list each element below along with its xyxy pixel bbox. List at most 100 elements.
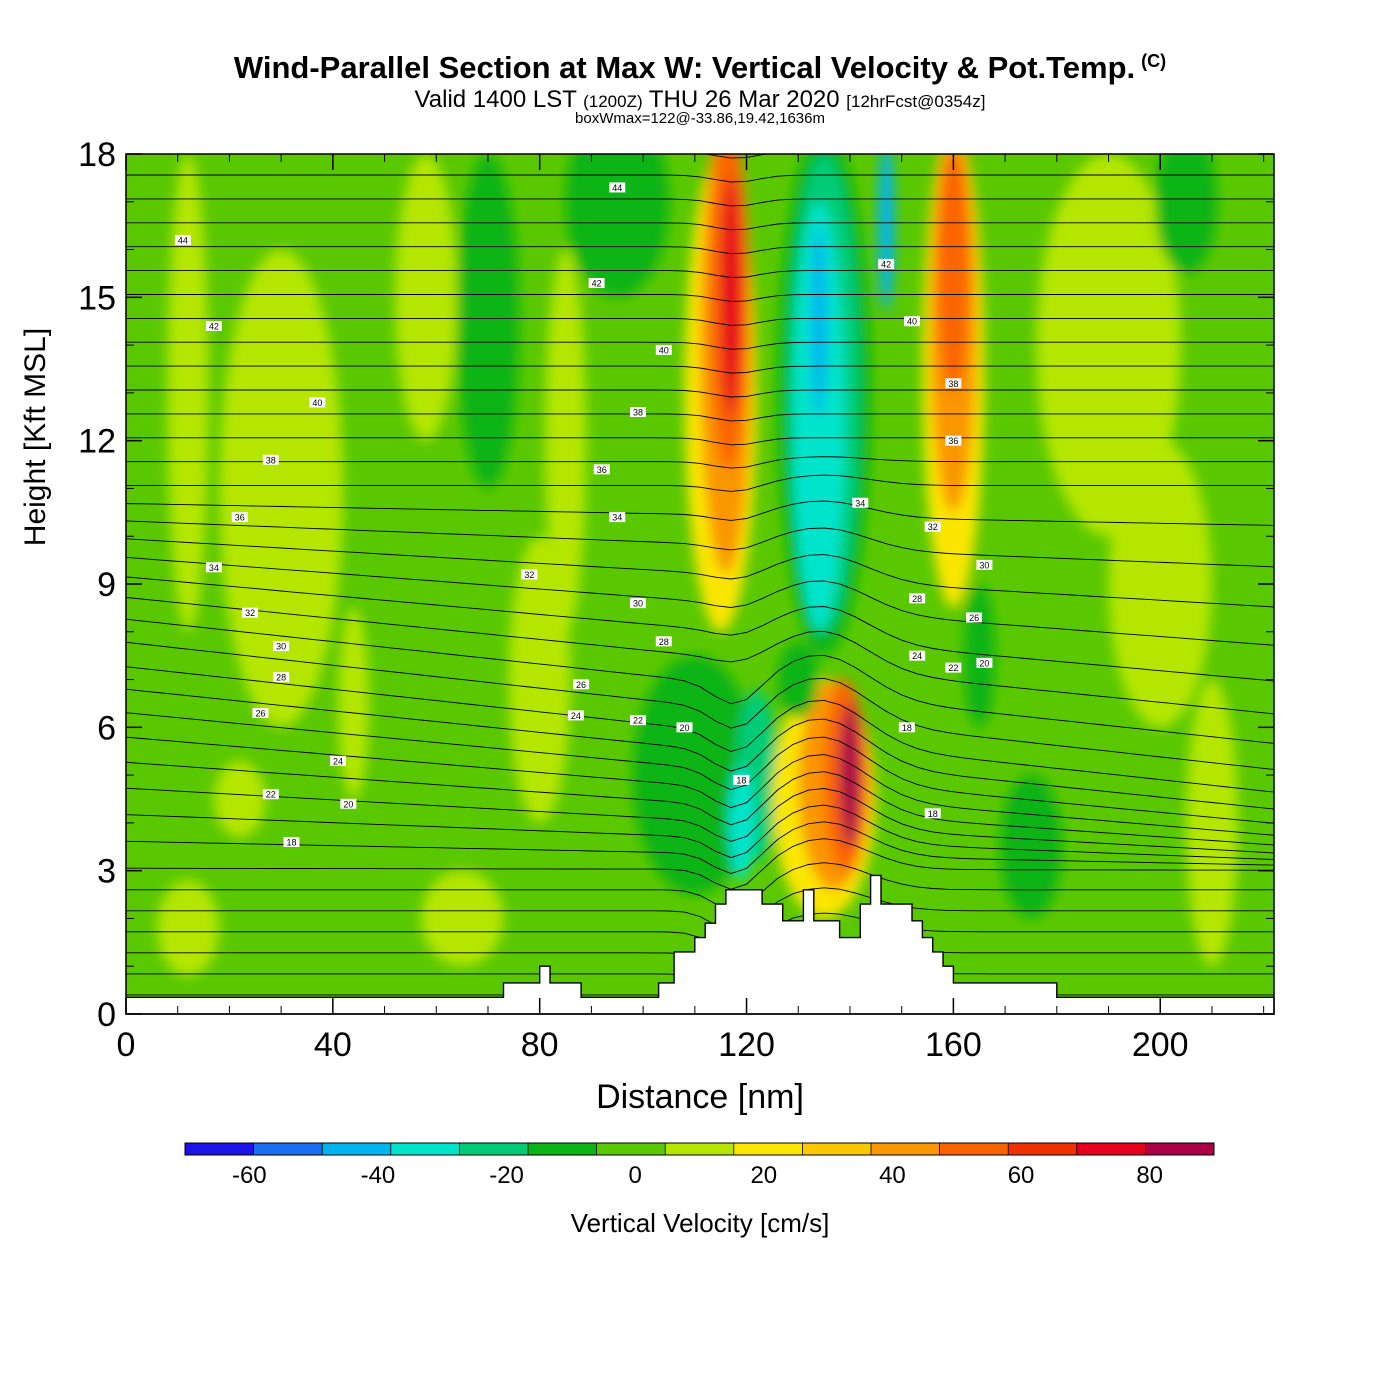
theta-label-text: 24 [912,651,922,661]
theta-label: 42 [878,258,895,269]
colorbar-tick-label: 20 [750,1162,777,1189]
terrain [125,874,1275,1015]
field-cell [777,641,819,718]
theta-label-text: 30 [633,599,643,609]
x-tick-label: 80 [521,1026,559,1064]
theta-label: 30 [629,598,646,609]
theta-label-bg [262,789,279,800]
theta-label-bg [609,512,626,523]
theta-label-bg [330,755,347,766]
theta-label-text: 30 [979,560,989,570]
theta-label-bg [878,258,895,269]
theta-label-bg [655,636,672,647]
theta-label-bg [945,435,962,446]
colorbar-tick-label: 0 [629,1162,642,1189]
colorbar-swatch [871,1143,940,1155]
theta-label-bg [898,722,915,733]
theta-label: 32 [924,521,941,532]
theta-label-text: 34 [612,513,622,523]
theta-label: 18 [733,774,750,785]
theta-label-bg [924,808,941,819]
theta-label-text: 34 [209,563,219,573]
theta-contour-line [126,641,1274,770]
x-tick-label: 200 [1132,1026,1189,1064]
colorbar-swatch [1145,1143,1214,1155]
theta-label-text: 30 [276,642,286,652]
colorbar-tick-label: -40 [361,1162,396,1189]
theta-label: 26 [966,612,983,623]
field-cell [937,154,969,393]
colorbar-swatch [322,1143,391,1155]
theta-label: 32 [242,607,259,618]
y-tick-label: 0 [97,996,116,1034]
theta-label: 40 [655,344,672,355]
theta-contour-line [126,887,1274,933]
theta-contour-line [126,246,1274,255]
field-cell [167,154,209,632]
x-tick-label: 0 [117,1026,136,1064]
theta-label-bg [904,316,921,327]
theta-label-bg [629,715,646,726]
theta-label: 18 [898,722,915,733]
theta-label: 22 [629,715,646,726]
theta-contour-line [126,576,1274,682]
y-tick-label: 3 [97,853,116,891]
field-cell [157,880,220,976]
colorbar-swatch [596,1143,666,1155]
theta-label-text: 26 [576,680,586,690]
theta-contour-line [126,862,1274,911]
copyright-mark: (C) [1141,50,1167,71]
theta-label: 38 [945,378,962,389]
theta-label-bg [283,837,300,847]
y-tick-label: 6 [97,709,116,747]
theta-label-bg [242,607,259,618]
theta-label-bg [945,662,962,673]
field-cell [1155,154,1218,274]
theta-contour-line [126,520,1274,568]
colorbar-swatch [733,1143,803,1155]
theta-label-text: 18 [736,775,746,785]
theta-label-text: 34 [855,498,865,508]
field-cell [1108,440,1212,728]
theta-label: 42 [588,278,605,289]
theta-label-text: 26 [255,709,265,719]
theta-label-text: 22 [948,663,958,673]
colorbar-tick-label: 60 [1008,1162,1035,1189]
theta-label: 34 [609,512,626,523]
theta-contour-line [126,389,1274,398]
theta-label-bg [609,182,626,193]
theta-label: 34 [852,497,869,508]
theta-label-text: 36 [597,465,607,475]
theta-label-bg [273,641,290,652]
colorbar-tick-label: -20 [489,1162,524,1189]
chart-subtitle: Valid 1400 LST (1200Z) THU 26 Mar 2020 [… [414,86,986,113]
field-cell [544,249,587,632]
theta-label-text: 22 [266,790,276,800]
colorbar-swatch [185,1143,254,1155]
theta-label-text: 28 [276,673,286,683]
y-axis-label: Height [Kft MSL] [19,327,52,547]
y-tick-label: 15 [78,279,116,317]
theta-label-bg [852,497,869,508]
theta-contour-line [126,618,1274,744]
theta-contour-line [126,804,1274,860]
field-cell [811,225,827,417]
theta-label-bg [252,708,269,718]
y-tick-label: 18 [78,136,116,174]
theta-contour-labels: 44 42 40 38 36 34 32 30 28 26 24 22 20 18 44 42 40 38 36 34… [174,182,993,848]
theta-contour-line [126,341,1274,350]
theta-label: 18 [924,808,941,819]
field-cell [839,703,861,847]
field-cell [394,154,457,441]
theta-label: 28 [909,593,926,604]
colorbar-tick-label: 40 [879,1162,906,1189]
colorbar-swatch [939,1143,1009,1155]
theta-label-bg [309,397,326,408]
theta-label-bg [629,407,646,417]
field-cell [877,154,895,312]
theta-label: 28 [273,672,290,683]
theta-contour-line [126,538,1274,608]
theta-label-bg [273,672,290,683]
